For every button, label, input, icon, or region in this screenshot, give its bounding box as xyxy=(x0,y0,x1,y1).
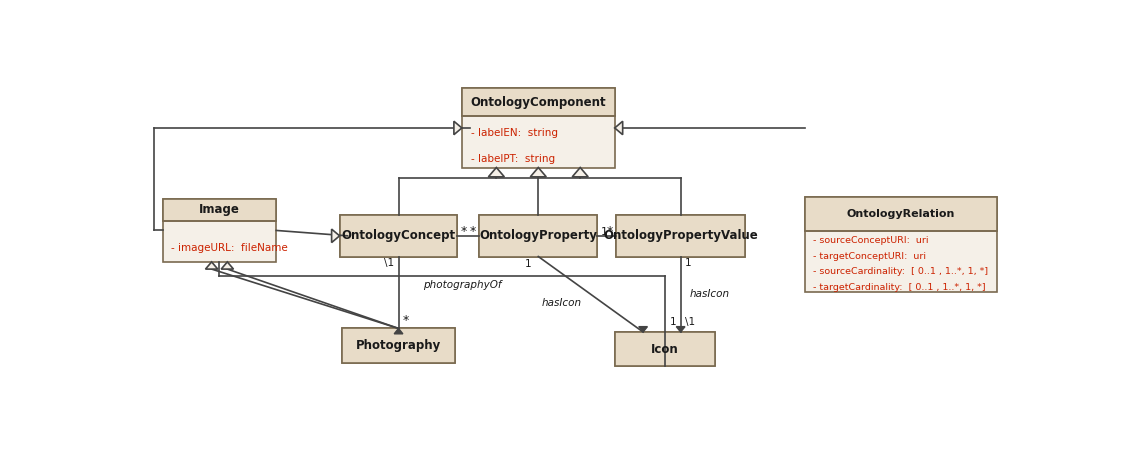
Polygon shape xyxy=(454,121,462,134)
Text: 1: 1 xyxy=(685,258,692,269)
Text: OntologyProperty: OntologyProperty xyxy=(479,229,597,242)
Text: *: * xyxy=(403,314,409,326)
Text: Photography: Photography xyxy=(356,339,441,352)
Text: - sourceConceptURI:  uri: - sourceConceptURI: uri xyxy=(814,236,929,245)
Polygon shape xyxy=(488,168,505,177)
Bar xyxy=(614,332,716,366)
Text: hasIcon: hasIcon xyxy=(542,298,582,308)
Text: - labelEN:  string: - labelEN: string xyxy=(471,128,558,138)
Bar xyxy=(162,199,276,262)
Polygon shape xyxy=(573,168,588,177)
Text: - targetCardinality:  [ 0..1 , 1..*, 1, *]: - targetCardinality: [ 0..1 , 1..*, 1, *… xyxy=(814,283,986,291)
Text: *: * xyxy=(470,225,476,238)
Bar xyxy=(339,215,458,256)
Text: hasIcon: hasIcon xyxy=(690,289,729,299)
Text: \1: \1 xyxy=(685,317,695,326)
Polygon shape xyxy=(205,262,218,269)
Bar xyxy=(162,199,276,221)
Bar xyxy=(341,328,455,362)
Polygon shape xyxy=(614,121,623,134)
Polygon shape xyxy=(639,326,647,332)
Bar xyxy=(805,197,997,231)
Text: 1: 1 xyxy=(525,259,531,269)
Text: Icon: Icon xyxy=(651,343,678,355)
Text: - imageURL:  fileName: - imageURL: fileName xyxy=(171,242,289,253)
Text: Image: Image xyxy=(199,204,240,217)
Bar xyxy=(616,215,745,256)
Polygon shape xyxy=(394,328,402,334)
Text: OntologyComponent: OntologyComponent xyxy=(470,96,606,109)
Polygon shape xyxy=(331,229,339,242)
Text: - targetConceptURI:  uri: - targetConceptURI: uri xyxy=(814,252,926,261)
Text: *: * xyxy=(606,225,613,238)
Text: - labelPT:  string: - labelPT: string xyxy=(471,154,554,163)
Text: OntologyConcept: OntologyConcept xyxy=(341,229,455,242)
Bar xyxy=(462,88,614,168)
Text: photographyOf: photographyOf xyxy=(423,280,502,290)
Text: *: * xyxy=(461,225,468,238)
Text: - sourceCardinality:  [ 0..1 , 1..*, 1, *]: - sourceCardinality: [ 0..1 , 1..*, 1, *… xyxy=(814,267,988,276)
Text: OntologyRelation: OntologyRelation xyxy=(846,209,955,219)
Polygon shape xyxy=(221,262,233,269)
Text: \1: \1 xyxy=(384,258,394,269)
Text: 1: 1 xyxy=(669,317,676,326)
Bar xyxy=(616,215,745,256)
Bar xyxy=(479,215,597,256)
Bar xyxy=(341,328,455,362)
Bar xyxy=(462,88,614,116)
Polygon shape xyxy=(531,168,547,177)
Polygon shape xyxy=(676,326,685,332)
Text: OntologyPropertyValue: OntologyPropertyValue xyxy=(603,229,758,242)
Bar xyxy=(614,332,716,366)
Bar xyxy=(805,197,997,292)
Bar xyxy=(339,215,458,256)
Bar xyxy=(479,215,597,256)
Text: 1: 1 xyxy=(601,226,607,236)
